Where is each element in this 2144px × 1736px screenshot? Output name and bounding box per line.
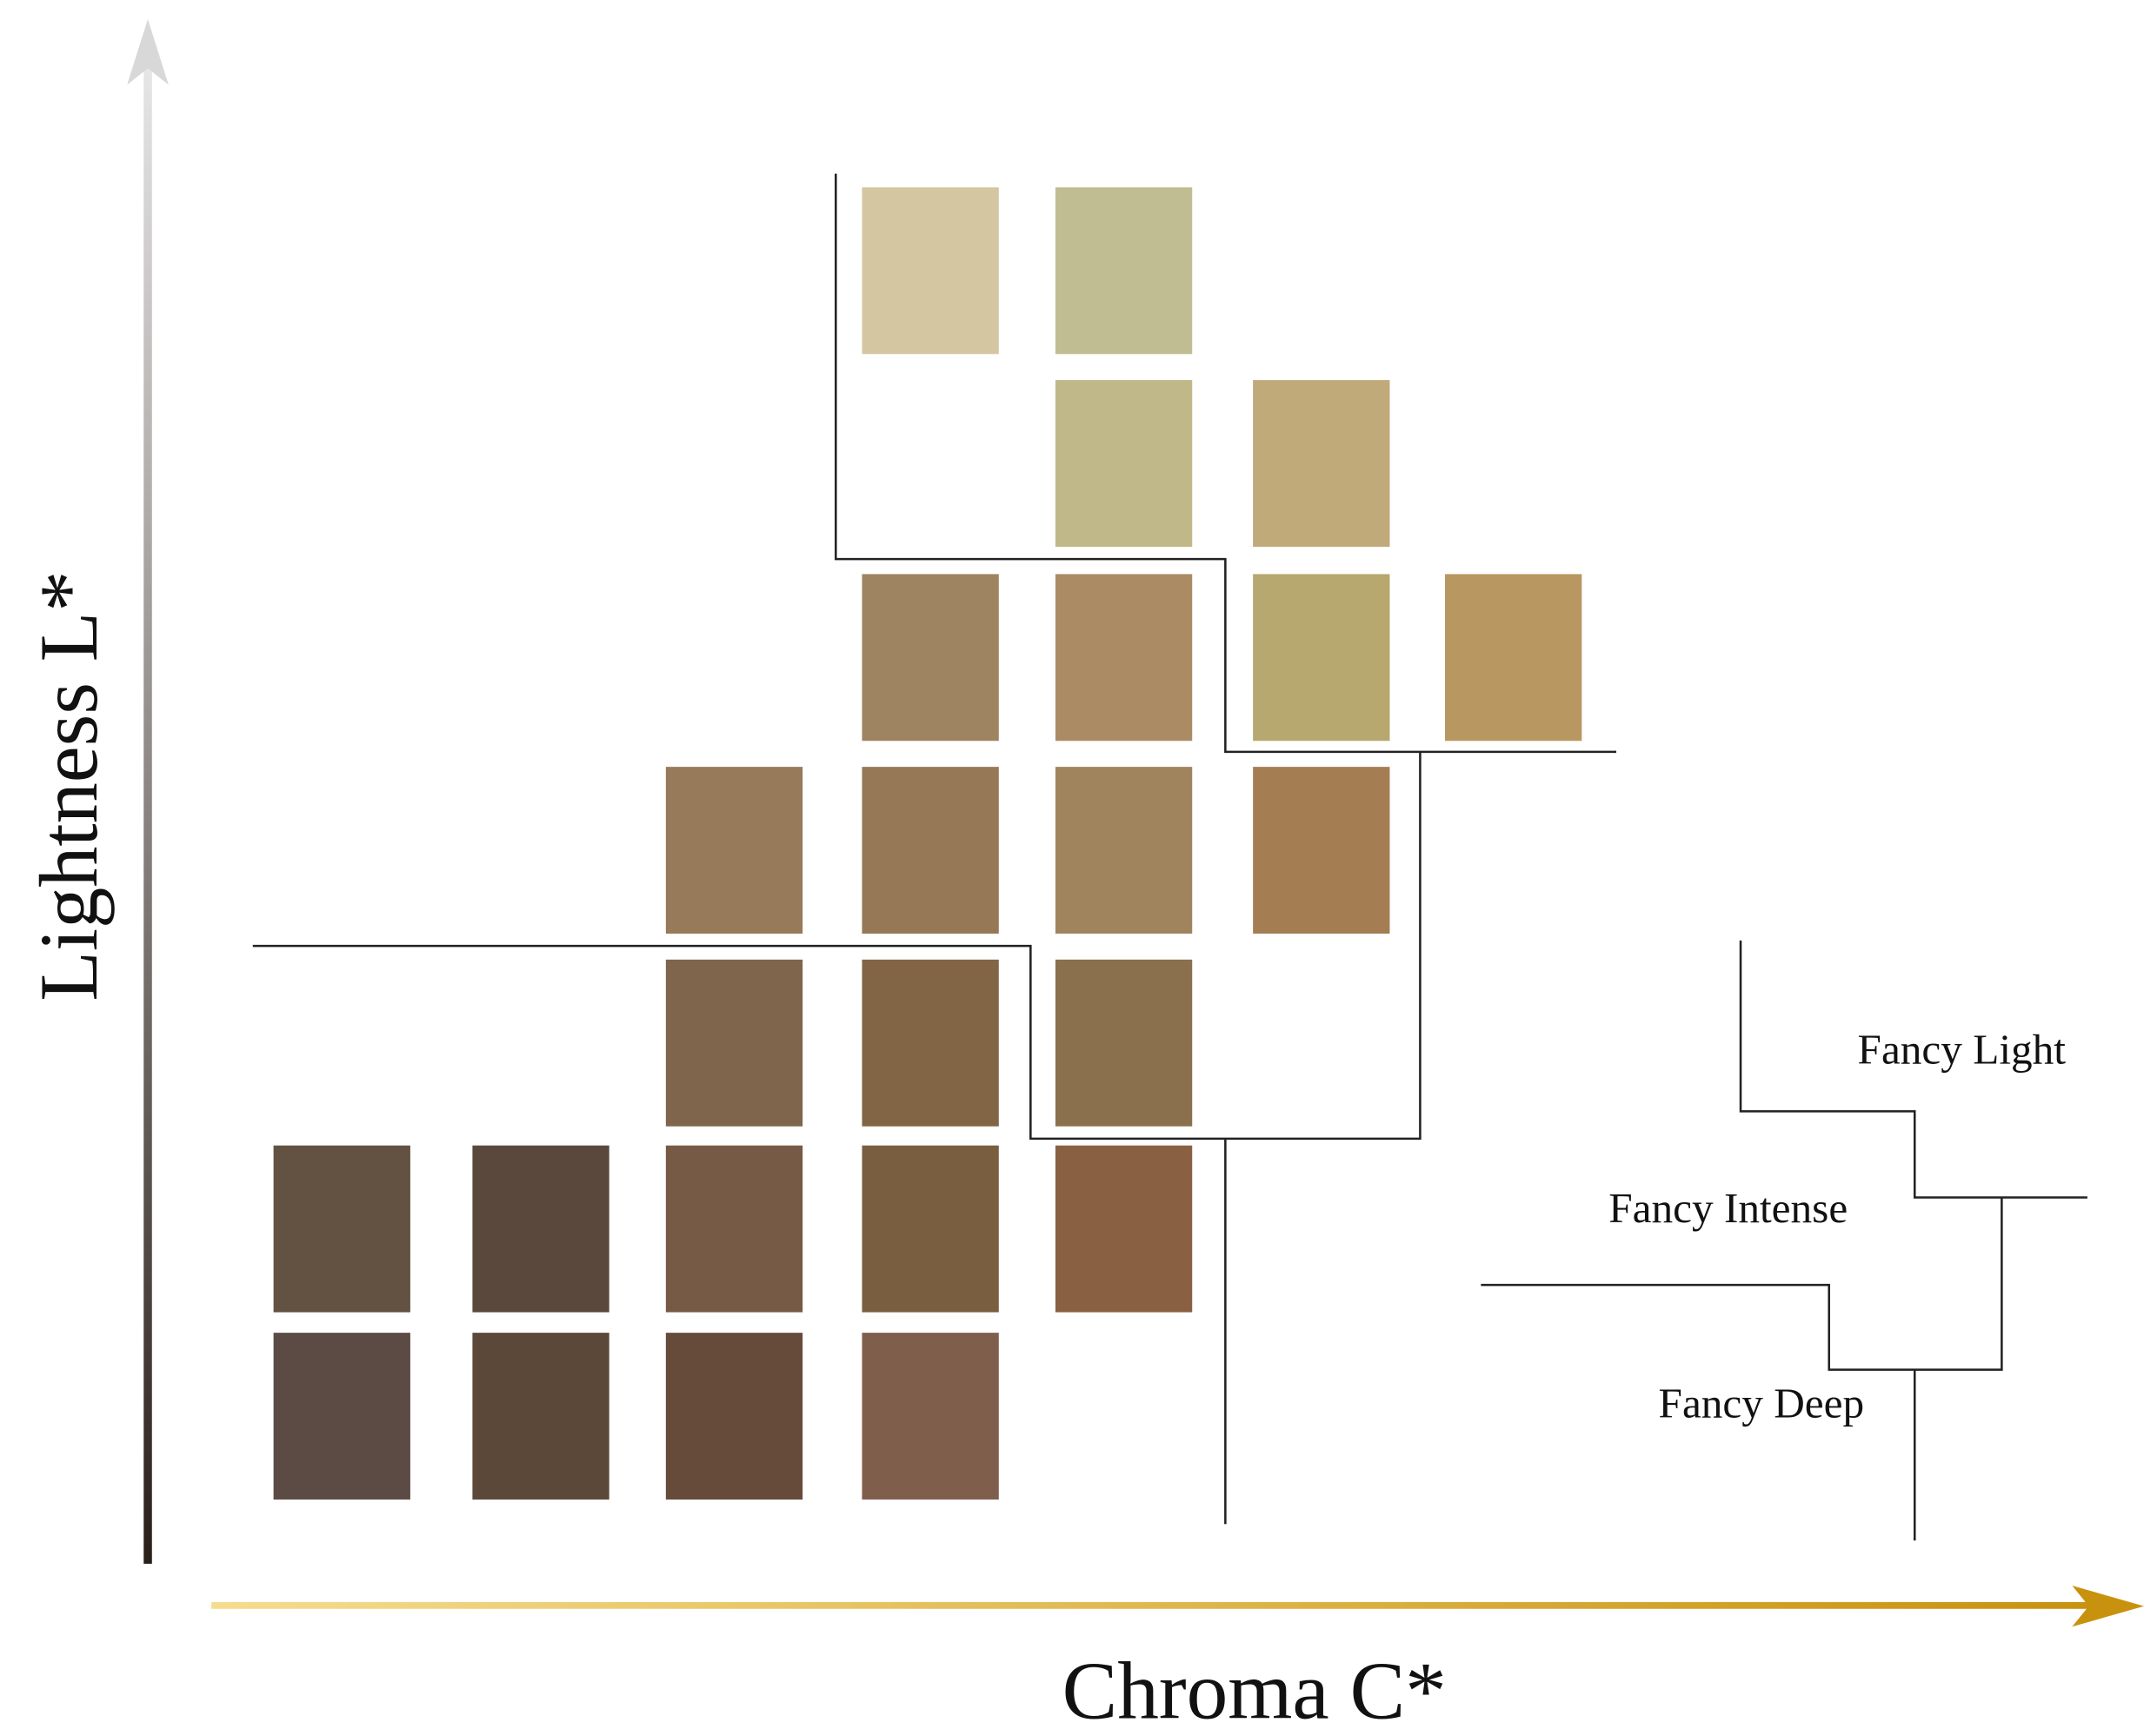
color-swatch <box>862 959 999 1127</box>
color-swatch <box>1055 767 1193 934</box>
color-swatch <box>1253 574 1390 742</box>
swatch-grid <box>273 187 1582 1500</box>
y-axis-label: Lightness L* <box>23 571 116 1001</box>
color-swatch <box>665 1145 803 1313</box>
color-swatch <box>1055 1145 1193 1313</box>
divider-line <box>835 173 1617 754</box>
color-swatch <box>862 1333 999 1500</box>
color-swatch <box>665 959 803 1127</box>
legend-label: Fancy Light <box>1858 1026 2067 1074</box>
color-swatch <box>273 1145 410 1313</box>
color-swatch <box>1253 767 1390 934</box>
color-swatch <box>665 767 803 934</box>
legend-line <box>1739 940 2087 1199</box>
color-swatch <box>273 1333 410 1500</box>
color-swatch <box>1055 380 1193 547</box>
color-swatch <box>862 187 999 355</box>
x-axis-label: Chroma C* <box>1062 1645 1447 1736</box>
color-swatch <box>472 1145 609 1313</box>
color-swatch <box>1055 959 1193 1127</box>
color-swatch <box>1055 187 1193 355</box>
color-swatch <box>862 1145 999 1313</box>
color-swatch <box>1445 574 1582 742</box>
divider-line <box>252 751 1422 1141</box>
x-axis <box>211 1601 2104 1609</box>
x-axis-arrow <box>2072 1586 2144 1627</box>
color-swatch <box>1055 574 1193 742</box>
color-swatch <box>862 767 999 934</box>
legend-label: Fancy Intense <box>1608 1184 1848 1232</box>
y-axis-arrow <box>127 19 169 85</box>
color-swatch <box>1253 380 1390 547</box>
color-swatch <box>472 1333 609 1500</box>
y-axis <box>143 68 152 1564</box>
legend-line <box>1481 1197 2003 1371</box>
color-swatch <box>862 574 999 742</box>
color-swatch <box>665 1333 803 1500</box>
legend-label: Fancy Deep <box>1659 1380 1865 1427</box>
